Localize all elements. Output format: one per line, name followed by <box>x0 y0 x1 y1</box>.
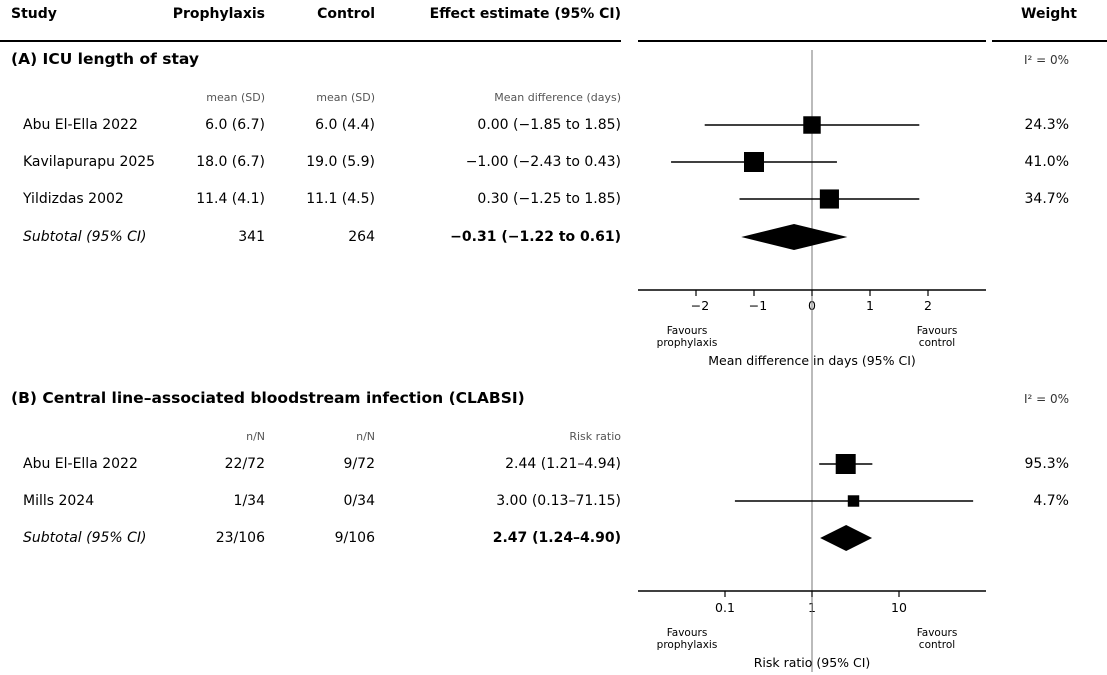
subtotal-name: Subtotal (95% CI) <box>23 229 147 245</box>
study-prophylaxis: 11.4 (4.1) <box>196 191 265 207</box>
section-a-heterogeneity: I² = 0% <box>1024 53 1070 67</box>
study-effect: 3.00 (0.13–71.15) <box>496 493 621 509</box>
study-point-marker <box>847 495 860 507</box>
study-prophylaxis: 1/34 <box>233 493 265 509</box>
study-name: Yildizdas 2002 <box>23 191 124 207</box>
header-prophylaxis: Prophylaxis <box>172 6 265 22</box>
study-effect: 2.44 (1.21–4.94) <box>505 456 621 472</box>
subtotal-diamond <box>820 525 873 551</box>
study-weight: 24.3% <box>1024 117 1069 133</box>
study-point-marker <box>835 454 856 474</box>
subtotal-effect: 2.47 (1.24–4.90) <box>492 530 621 546</box>
study-control: 9/72 <box>343 456 375 472</box>
section-a-sub-effect: Mean difference (days) <box>494 91 621 104</box>
axis-a-favours-left: Favours prophylaxis <box>656 325 718 349</box>
header-study: Study <box>11 6 57 22</box>
study-point-marker <box>744 152 764 172</box>
header-rule-weight <box>992 40 1107 42</box>
subtotal-control: 9/106 <box>334 530 375 546</box>
study-weight: 4.7% <box>1033 493 1069 509</box>
study-effect: −1.00 (−2.43 to 0.43) <box>465 154 621 170</box>
study-control: 0/34 <box>343 493 375 509</box>
section-b-sub-effect: Risk ratio <box>569 430 621 443</box>
study-weight: 41.0% <box>1024 154 1069 170</box>
study-prophylaxis: 22/72 <box>224 456 265 472</box>
subtotal-prophylaxis: 23/106 <box>215 530 265 546</box>
axis-a-favours-right: Favours control <box>916 325 958 349</box>
header-effect: Effect estimate (95% CI) <box>429 6 621 22</box>
axis-b-tick-label: 10 <box>891 600 907 615</box>
study-control: 19.0 (5.9) <box>306 154 375 170</box>
study-effect: 0.00 (−1.85 to 1.85) <box>477 117 621 133</box>
axis-b-tick-label: 0.1 <box>715 600 735 615</box>
axis-a-tick-label: −2 <box>690 298 710 313</box>
study-weight: 34.7% <box>1024 191 1069 207</box>
study-prophylaxis: 18.0 (6.7) <box>196 154 265 170</box>
header-control: Control <box>317 6 375 22</box>
axis-a-tick-label: 1 <box>866 298 874 313</box>
section-a-sub-control: mean (SD) <box>316 91 375 104</box>
study-effect: 0.30 (−1.25 to 1.85) <box>477 191 621 207</box>
section-b-title: (B) Central line–associated bloodstream … <box>11 389 525 407</box>
study-point-marker <box>819 189 839 209</box>
study-point-marker <box>803 116 821 134</box>
subtotal-name: Subtotal (95% CI) <box>23 530 147 546</box>
header-rule-plot <box>638 40 986 42</box>
study-name: Kavilapurapu 2025 <box>23 154 156 170</box>
axis-b-favours-right: Favours control <box>916 627 958 651</box>
subtotal-effect: −0.31 (−1.22 to 0.61) <box>450 229 621 245</box>
study-name: Mills 2024 <box>23 493 95 509</box>
study-control: 11.1 (4.5) <box>306 191 375 207</box>
subtotal-diamond <box>741 224 848 250</box>
header-weight: Weight <box>1021 6 1077 22</box>
section-a-title: (A) ICU length of stay <box>11 50 199 68</box>
axis-a-tick-label: −1 <box>748 298 768 313</box>
axis-a-tick-label: 2 <box>924 298 932 313</box>
section-b-heterogeneity: I² = 0% <box>1024 392 1070 406</box>
study-control: 6.0 (4.4) <box>315 117 375 133</box>
subtotal-control: 264 <box>348 229 375 245</box>
section-b-sub-prophylaxis: n/N <box>246 430 265 443</box>
header-rule-table <box>0 40 621 42</box>
section-b-sub-control: n/N <box>356 430 375 443</box>
study-weight: 95.3% <box>1024 456 1069 472</box>
section-a-sub-prophylaxis: mean (SD) <box>206 91 265 104</box>
axis-b-favours-left: Favours prophylaxis <box>656 627 718 651</box>
study-name: Abu El-Ella 2022 <box>23 117 138 133</box>
study-name: Abu El-Ella 2022 <box>23 456 138 472</box>
subtotal-prophylaxis: 341 <box>238 229 265 245</box>
study-prophylaxis: 6.0 (6.7) <box>205 117 265 133</box>
